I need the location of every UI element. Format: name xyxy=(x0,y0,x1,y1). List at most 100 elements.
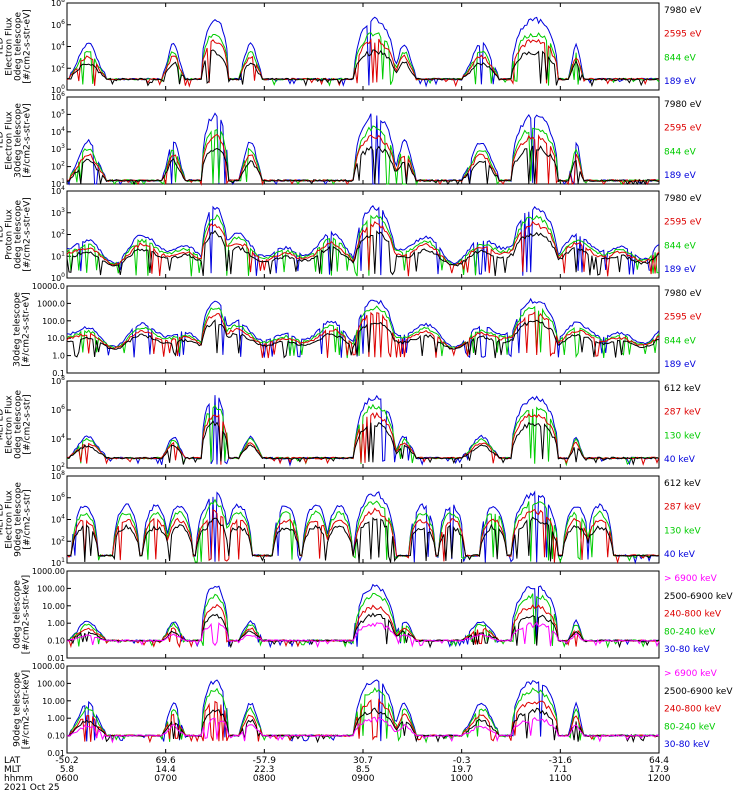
x-tick-label: 5.8 xyxy=(60,765,75,775)
legend-entry: 189 eV xyxy=(664,77,697,87)
y-tick-label: 100 xyxy=(51,84,65,95)
x-tick-label: -0.3 xyxy=(453,756,471,766)
y-tick-label: 10.0 xyxy=(47,334,65,343)
y-axis-label: MEPED xyxy=(0,409,6,441)
x-tick-label: 1000 xyxy=(450,774,473,784)
legend-entry: 7980 eV xyxy=(664,194,702,204)
series-line xyxy=(66,716,660,744)
y-tick-label: 100 xyxy=(51,272,65,283)
x-tick-label: -57.9 xyxy=(253,756,277,766)
y-tick-label: 0.01 xyxy=(47,749,65,758)
legend-entry: 189 eV xyxy=(664,171,697,181)
legend-entry: 130 keV xyxy=(664,431,701,441)
y-tick-label: 108 xyxy=(51,0,65,8)
x-row-label: LAT xyxy=(4,756,21,766)
series-line xyxy=(66,214,660,277)
series-line xyxy=(66,297,660,359)
y-tick-label: 1.00 xyxy=(47,714,65,723)
panel-7: 0.01 0.10 1.00 10.00 100.00 1000.00 0deg teles… xyxy=(13,567,734,663)
panel-8: 0.01 0.10 1.00 10.00 100.00 1000.00 90deg tele… xyxy=(13,662,734,758)
x-tick-label: 17.9 xyxy=(649,765,669,775)
y-tick-label: 100.00 xyxy=(37,584,65,593)
legend-entry: 612 keV xyxy=(664,384,701,394)
series-line xyxy=(66,311,660,359)
y-axis-label: Electron Flux xyxy=(5,17,15,76)
x-tick-label: 0600 xyxy=(56,774,79,784)
y-axis-label: TED xyxy=(0,131,6,150)
y-tick-label: 102 xyxy=(51,62,65,73)
legend-entry: 80-240 keV xyxy=(664,627,716,637)
y-axis-label: [#/cm2-s-str] xyxy=(23,394,33,454)
y-tick-label: 0.10 xyxy=(47,732,65,741)
y-axis-label: 0deg telescope xyxy=(14,390,24,460)
y-axis-label: TED xyxy=(0,225,6,244)
y-tick-label: 101 xyxy=(51,178,65,189)
y-axis-label: Electron Flux xyxy=(5,111,15,170)
series-line xyxy=(66,220,660,277)
series-line xyxy=(66,125,659,186)
y-tick-label: 106 xyxy=(51,404,65,415)
y-axis-label: Electron Flux xyxy=(5,490,15,549)
y-tick-label: 102 xyxy=(51,535,65,546)
series-line xyxy=(67,145,660,186)
y-tick-label: 1.0 xyxy=(52,352,65,361)
y-tick-label: 102 xyxy=(51,161,65,172)
y-tick-label: 102 xyxy=(51,462,65,473)
x-tick-label: 69.6 xyxy=(156,756,176,766)
y-tick-label: 100.0 xyxy=(42,317,65,326)
legend-entry: 844 eV xyxy=(664,147,697,157)
legend-entry: 7980 eV xyxy=(664,6,702,16)
x-tick-label: -50.2 xyxy=(55,756,78,766)
y-tick-label: 106 xyxy=(51,91,65,102)
series-line xyxy=(66,205,660,276)
panel-1: 100 102 104 106 108 TED Electron Flux 0deg tele… xyxy=(0,0,702,95)
x-tick-label: 8.5 xyxy=(356,765,370,775)
y-tick-label: 102 xyxy=(51,229,65,240)
legend-entry: 2595 eV xyxy=(664,218,702,228)
legend-entry: 240-800 keV xyxy=(664,705,722,715)
x-tick-label: 19.7 xyxy=(452,765,472,775)
y-axis-label: Electron Flux xyxy=(5,395,15,454)
y-axis-label: 90deg telescope xyxy=(13,672,23,747)
y-axis-label: [#/cm2-s-str-eV] xyxy=(22,292,32,367)
y-axis-label: [#/cm2-s-str-eV] xyxy=(23,103,33,178)
x-row-label: 2021 Oct 25 xyxy=(4,783,60,793)
x-tick-label: 0700 xyxy=(154,774,177,784)
y-axis-label: [#/cm2-s-str-keV] xyxy=(22,575,32,654)
y-tick-label: 10.00 xyxy=(42,602,65,611)
series-line xyxy=(66,498,660,563)
y-axis-label: 90deg telescope xyxy=(14,482,24,557)
y-tick-label: 1000.00 xyxy=(32,662,65,671)
y-tick-label: 104 xyxy=(51,126,65,137)
legend-entry: 844 eV xyxy=(664,336,697,346)
y-tick-label: 106 xyxy=(51,492,65,503)
panel-frame xyxy=(66,190,660,279)
series-line xyxy=(66,49,660,88)
legend-entry: 189 eV xyxy=(664,360,697,370)
y-axis-label: 30deg telescope xyxy=(14,103,24,178)
y-axis-label: Proton Flux xyxy=(5,209,15,260)
legend-entry: 844 eV xyxy=(664,241,697,251)
panel-3: 100 101 102 103 104 TED Proton Flux 0deg telesc… xyxy=(0,185,702,283)
legend-entry: 30-80 keV xyxy=(664,740,710,750)
y-tick-label: 101 xyxy=(51,250,65,261)
x-tick-label: 14.4 xyxy=(156,765,176,775)
x-row-label: hhmm xyxy=(4,774,33,784)
legend-entry: 844 eV xyxy=(664,53,697,63)
y-tick-label: 108 xyxy=(51,470,65,481)
legend-entry: 130 keV xyxy=(664,526,701,536)
series-line xyxy=(66,319,660,359)
y-axis-label: [#/cm2-s-str-eV] xyxy=(23,9,33,84)
series-line xyxy=(66,420,660,466)
panel-5: 102 104 106 108 MEPED Electron Flux 0deg teles… xyxy=(0,375,701,473)
y-tick-label: 105 xyxy=(51,108,65,119)
x-tick-label: 22.3 xyxy=(254,765,274,775)
y-tick-label: 104 xyxy=(51,514,65,525)
y-axis-label: 0deg telescope xyxy=(14,200,24,270)
x-tick-label: 0800 xyxy=(253,774,276,784)
x-row-label: MLT xyxy=(4,765,22,775)
y-tick-label: 1000.00 xyxy=(32,567,65,576)
legend-entry: 2500-6900 keV xyxy=(664,687,733,697)
legend-entry: 240-800 keV xyxy=(664,610,722,620)
